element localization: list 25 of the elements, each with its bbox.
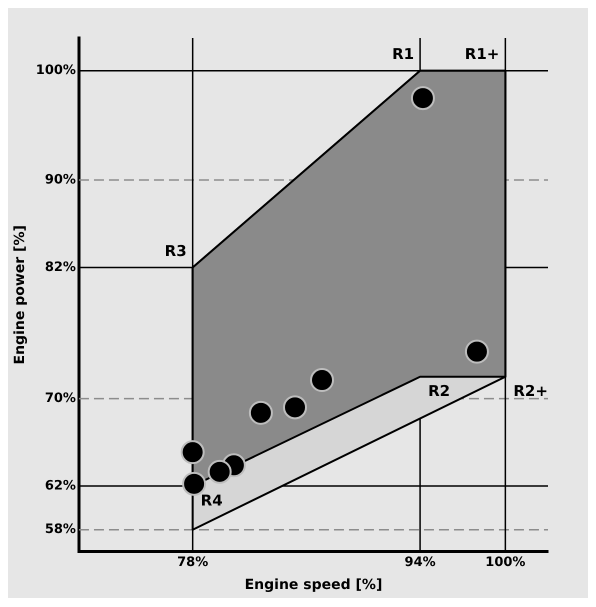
y-tick-label: 58%	[44, 522, 76, 538]
y-tick-label: 70%	[44, 390, 76, 406]
point	[310, 368, 334, 392]
x-tick-label: 94%	[404, 554, 436, 570]
annotation: R4	[200, 491, 223, 510]
x-axis-title: Engine speed [%]	[244, 577, 382, 594]
point	[464, 340, 489, 364]
annotation: R3	[164, 242, 187, 260]
y-tick-label: 90%	[44, 172, 76, 188]
point	[283, 395, 308, 420]
annotation: R2	[428, 382, 450, 400]
point	[248, 400, 273, 425]
annotation: R1	[392, 45, 414, 64]
y-axis-title: Engine power [%]	[12, 225, 28, 364]
y-tick-label: 62%	[44, 478, 76, 494]
x-tick-label: 78%	[177, 554, 208, 570]
point	[208, 460, 232, 484]
x-tick-label: 100%	[485, 554, 526, 570]
y-tick-label: 100%	[36, 63, 76, 78]
y-tick-label: 82%	[44, 260, 76, 275]
annotation: R1+	[464, 45, 500, 64]
point	[410, 86, 435, 110]
point	[182, 472, 206, 496]
point	[180, 440, 205, 464]
annotation: R2+	[513, 382, 548, 400]
